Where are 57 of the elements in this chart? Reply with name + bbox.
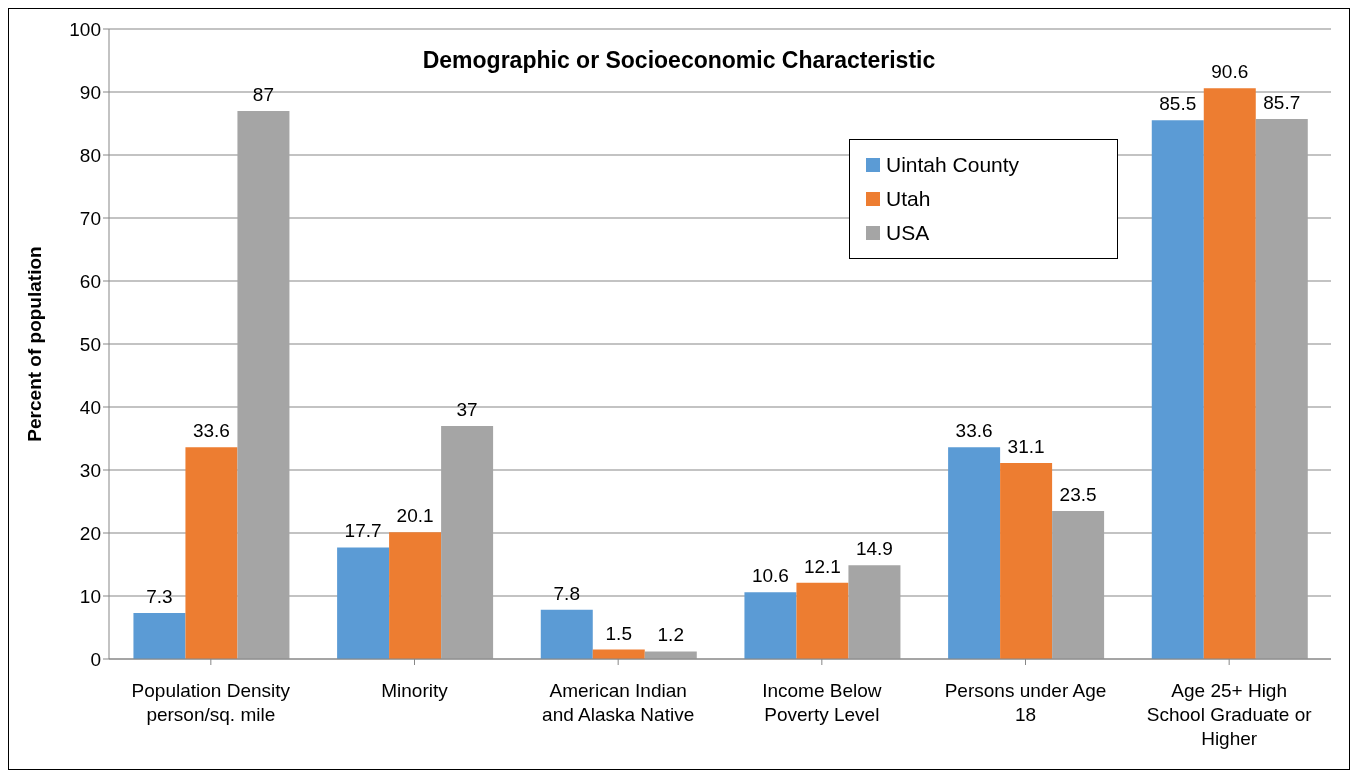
- data-label: 12.1: [803, 555, 841, 577]
- data-label: 33.6: [192, 420, 230, 442]
- y-tick-label: 50: [79, 333, 101, 355]
- data-label: 17.7: [344, 520, 382, 542]
- bar: [948, 447, 1001, 659]
- data-label: 85.5: [1159, 93, 1197, 115]
- y-tick-label: 100: [69, 18, 101, 40]
- y-tick-label: 30: [79, 459, 101, 481]
- data-label: 87: [252, 83, 275, 105]
- x-tick-label: American Indian and Alaska Native: [542, 680, 695, 725]
- legend-label: USA: [886, 220, 930, 246]
- data-label: 31.1: [1007, 436, 1045, 458]
- x-tick-label: Minority: [381, 680, 449, 701]
- x-tick-label: Income Below Poverty Level: [762, 680, 882, 725]
- data-label: 33.6: [955, 420, 993, 442]
- bar: [441, 425, 494, 659]
- y-tick-label: 80: [79, 144, 101, 166]
- x-tick-label: Persons under Age 18: [944, 680, 1107, 725]
- y-tick-label: 60: [79, 270, 101, 292]
- bar: [1203, 88, 1256, 659]
- bar: [1255, 119, 1308, 659]
- x-tick-label: Population Density person/sq. mile: [131, 680, 291, 725]
- bar: [237, 110, 290, 659]
- bar: [848, 565, 901, 659]
- bar: [389, 532, 442, 659]
- bar: [744, 592, 797, 659]
- bar: [796, 582, 849, 659]
- bar: [1151, 120, 1204, 659]
- bar: [540, 609, 593, 659]
- data-label: 7.3: [146, 586, 173, 608]
- bar: [1052, 510, 1105, 659]
- y-tick-label: 90: [79, 81, 101, 103]
- data-label: 14.9: [855, 538, 893, 560]
- bar: [133, 613, 186, 659]
- y-tick-label: 40: [79, 396, 101, 418]
- data-label: 23.5: [1059, 483, 1097, 505]
- data-label: 85.7: [1263, 92, 1301, 114]
- data-label: 1.2: [657, 624, 684, 646]
- legend-label: Utah: [886, 186, 931, 212]
- y-tick-label: 10: [79, 585, 101, 607]
- data-label: 90.6: [1211, 61, 1249, 83]
- y-tick-label: 0: [90, 648, 101, 670]
- data-label: 7.8: [553, 582, 580, 604]
- bar: [644, 651, 697, 659]
- y-tick-label: 20: [79, 522, 101, 544]
- data-label: 20.1: [396, 505, 434, 527]
- data-label: 37: [456, 398, 478, 420]
- data-label: 1.5: [605, 622, 632, 644]
- bar: [1000, 463, 1053, 659]
- x-tick-label: Age 25+ High School Graduate or Higher: [1146, 680, 1313, 749]
- data-label: 10.6: [751, 565, 789, 587]
- text: Demographic or Socioeconomic Characteristic: [422, 47, 936, 73]
- bar: [337, 547, 390, 659]
- y-axis-title: Percent of population: [23, 246, 45, 442]
- legend-label: Uintah County: [886, 152, 1020, 178]
- y-tick-label: 70: [79, 207, 101, 229]
- bar: [185, 447, 238, 659]
